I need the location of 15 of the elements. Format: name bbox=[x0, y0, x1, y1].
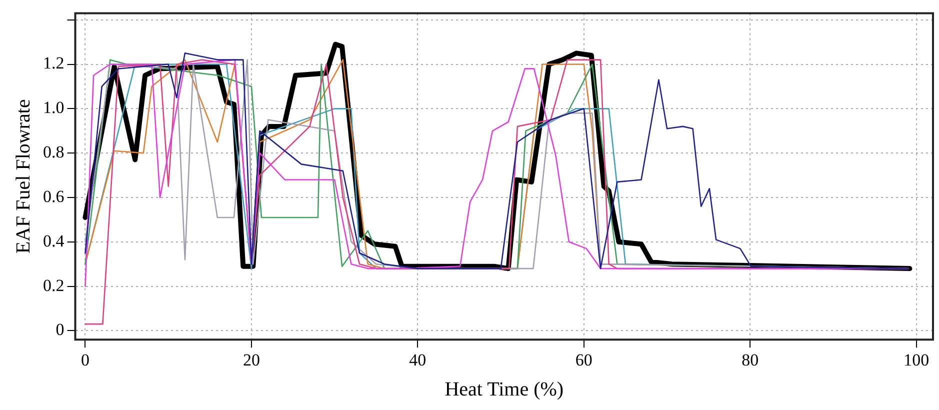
y-tick-label: 0.4 bbox=[43, 231, 65, 250]
x-tick-label: 20 bbox=[242, 350, 260, 370]
y-tick-label: 1.2 bbox=[43, 54, 64, 73]
x-tick-label: 40 bbox=[409, 350, 426, 370]
y-tick-label: 0 bbox=[56, 320, 64, 340]
x-tick-label: 60 bbox=[575, 350, 592, 370]
y-tick-label: 0.2 bbox=[43, 276, 64, 295]
y-axis-title: EAF Fuel Flowrate bbox=[12, 99, 34, 254]
x-tick-label: 0 bbox=[80, 350, 90, 370]
y-tick-label: 1.0 bbox=[43, 98, 64, 118]
y-tick-label: 0.8 bbox=[43, 142, 64, 162]
x-tick-label: 100 bbox=[904, 350, 930, 370]
x-tick-label: 80 bbox=[742, 350, 759, 370]
y-tick-label: 0.6 bbox=[43, 186, 64, 206]
x-axis-title: Heat Time (%) bbox=[444, 378, 564, 400]
